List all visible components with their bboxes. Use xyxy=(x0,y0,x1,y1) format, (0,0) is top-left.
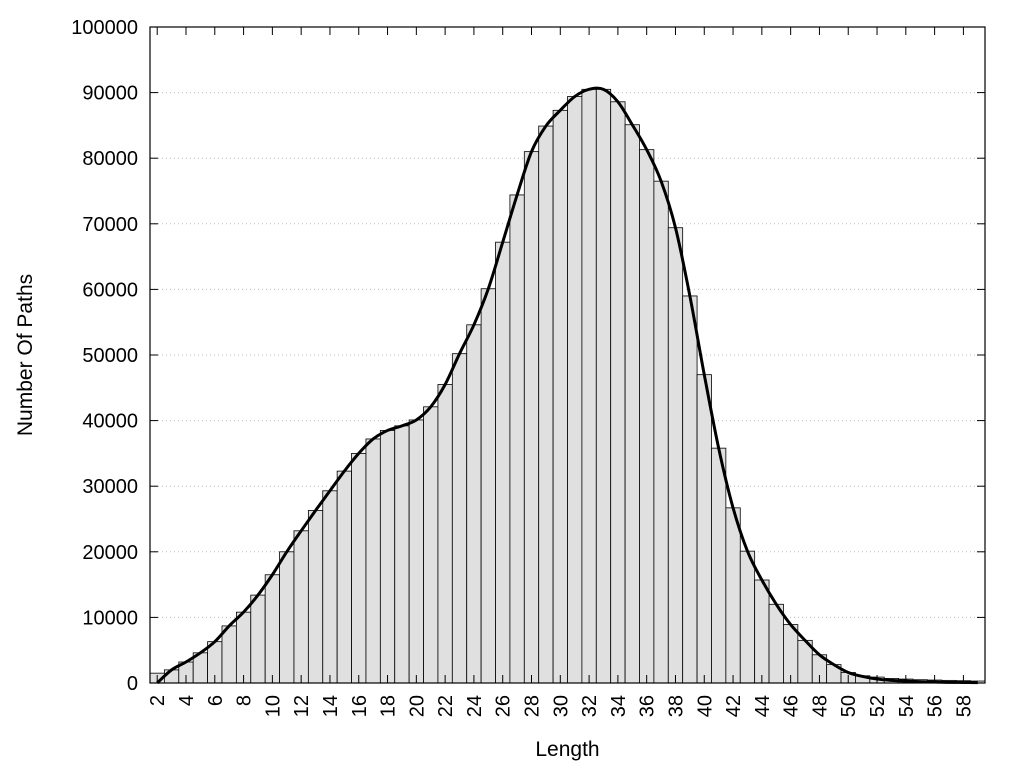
y-tick-label: 60000 xyxy=(82,279,138,301)
x-tick-label: 18 xyxy=(378,695,400,717)
bar xyxy=(163,669,180,684)
x-tick-label: 4 xyxy=(176,695,198,706)
bar xyxy=(279,551,295,684)
x-tick-label: 48 xyxy=(809,695,831,717)
bars xyxy=(149,88,986,684)
bar xyxy=(307,510,324,684)
y-tick-label: 50000 xyxy=(82,345,138,367)
bar xyxy=(495,241,511,684)
bar xyxy=(711,447,727,684)
bar xyxy=(322,490,338,684)
x-tick-label: 26 xyxy=(493,695,515,717)
x-tick-label: 32 xyxy=(579,695,601,717)
x-tick-label: 52 xyxy=(867,695,889,717)
bar xyxy=(264,574,280,684)
smoothed-line xyxy=(156,86,978,685)
x-axis-label: Length xyxy=(535,738,599,761)
x-tick-label: 2 xyxy=(147,695,169,706)
bar xyxy=(451,353,468,684)
bar xyxy=(235,611,252,684)
bar xyxy=(509,194,525,684)
x-tick-label: 58 xyxy=(953,695,975,717)
bar xyxy=(538,125,554,684)
x-tick-label: 46 xyxy=(781,695,803,717)
x-tick-label: 34 xyxy=(608,695,630,717)
x-tick-label: 44 xyxy=(752,695,774,717)
bar xyxy=(696,374,712,684)
x-tick-label: 12 xyxy=(291,695,313,717)
x-tick-label: 40 xyxy=(694,695,716,717)
bar xyxy=(639,149,655,684)
bar xyxy=(783,624,799,684)
y-tick-label: 70000 xyxy=(82,214,138,236)
y-tick-label: 100000 xyxy=(71,17,138,39)
bar xyxy=(610,101,626,684)
y-tick-label: 0 xyxy=(127,673,138,695)
bar xyxy=(394,425,410,684)
bar xyxy=(754,579,770,684)
x-tick-label: 50 xyxy=(838,695,860,717)
bar xyxy=(336,470,352,684)
y-tick-label: 20000 xyxy=(82,542,138,564)
bar xyxy=(653,180,669,684)
y-tick-label: 40000 xyxy=(82,411,138,433)
bar xyxy=(567,96,583,684)
x-axis: 2 4 6 8 10 12 14 16 18 20 22 24 26 28 30 32 34 36 38 40 42 44… xyxy=(147,27,975,717)
y-axis: 0 10000 20000 30000 40000 50000 60000 70000 8000… xyxy=(71,17,985,695)
y-tick-label: 90000 xyxy=(82,83,138,105)
x-tick-label: 56 xyxy=(925,695,947,717)
bar xyxy=(581,88,597,684)
bar xyxy=(423,406,439,684)
x-tick-label: 14 xyxy=(320,695,342,717)
bar xyxy=(408,419,424,684)
bar xyxy=(768,603,784,684)
x-tick-label: 8 xyxy=(234,695,256,706)
bar xyxy=(293,530,309,684)
y-tick-label: 80000 xyxy=(82,148,138,170)
bar xyxy=(667,227,684,684)
x-tick-label: 10 xyxy=(262,695,284,717)
x-tick-label: 30 xyxy=(550,695,572,717)
x-tick-label: 16 xyxy=(349,695,371,717)
bar xyxy=(365,438,381,684)
x-tick-label: 28 xyxy=(522,695,544,717)
bar xyxy=(682,295,698,684)
bar xyxy=(351,452,367,684)
bar xyxy=(437,384,453,684)
bar xyxy=(552,109,568,684)
bar xyxy=(250,594,266,684)
bar xyxy=(379,430,396,684)
x-tick-label: 24 xyxy=(464,695,486,717)
x-tick-label: 38 xyxy=(665,695,687,717)
bar xyxy=(466,324,482,684)
x-tick-label: 36 xyxy=(637,695,659,717)
x-tick-label: 54 xyxy=(896,695,918,717)
bar xyxy=(480,288,496,684)
bar xyxy=(739,550,756,684)
x-tick-label: 42 xyxy=(723,695,745,717)
x-tick-label: 6 xyxy=(205,695,227,706)
y-tick-label: 30000 xyxy=(82,476,138,498)
bar xyxy=(595,88,612,684)
x-tick-label: 20 xyxy=(406,695,428,717)
bar xyxy=(221,625,237,684)
x-tick-label: 22 xyxy=(435,695,457,717)
bar xyxy=(725,507,741,684)
y-tick-label: 10000 xyxy=(82,607,138,629)
bar xyxy=(523,151,540,684)
bar xyxy=(624,124,640,684)
y-axis-label: Number Of Paths xyxy=(14,274,37,436)
